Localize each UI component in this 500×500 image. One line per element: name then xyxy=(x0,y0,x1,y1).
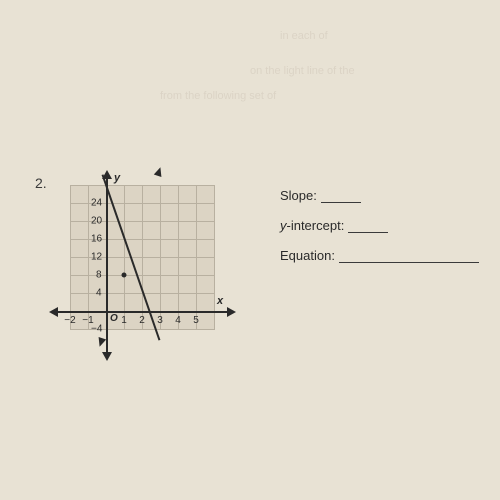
x-tick: 1 xyxy=(121,315,127,326)
yint-blank[interactable] xyxy=(348,232,388,233)
faded-text-3: from the following set of xyxy=(160,90,276,102)
x-tick: 4 xyxy=(175,315,181,326)
line-arrow-down xyxy=(96,337,106,348)
x-axis xyxy=(55,311,230,313)
x-tick: 2 xyxy=(139,315,145,326)
equation-field: Equation: xyxy=(280,248,479,263)
grid-h xyxy=(70,185,215,186)
problem-number: 2. xyxy=(35,175,47,191)
faded-text-2: on the light line of the xyxy=(250,65,355,77)
plotted-point xyxy=(122,273,127,278)
worksheet-page: in each of on the light line of the from… xyxy=(0,0,500,500)
yintercept-field: y-intercept: xyxy=(280,218,388,233)
y-axis-label: y xyxy=(114,172,120,184)
slope-label: Slope: xyxy=(280,188,317,203)
x-tick: 5 xyxy=(193,315,199,326)
faded-text-1: in each of xyxy=(280,30,328,42)
x-tick: −1 xyxy=(82,315,93,326)
grid-h xyxy=(70,275,215,276)
yint-label: y-intercept: xyxy=(280,218,344,233)
slope-field: Slope: xyxy=(280,188,361,203)
line-arrow-up xyxy=(154,166,164,177)
arrow-left xyxy=(49,307,58,317)
slope-blank[interactable] xyxy=(321,202,361,203)
eq-label: Equation: xyxy=(280,248,335,263)
x-tick: −2 xyxy=(64,315,75,326)
eq-blank[interactable] xyxy=(339,262,479,263)
x-tick: 3 xyxy=(157,315,163,326)
origin-label: O xyxy=(110,313,118,324)
graph: y x O 24 20 16 12 8 4 −4 −2 −1 1 2 3 4 5 xyxy=(55,175,225,345)
x-axis-label: x xyxy=(217,295,223,307)
arrow-right xyxy=(227,307,236,317)
arrow-down xyxy=(102,352,112,361)
y-axis xyxy=(106,175,108,355)
